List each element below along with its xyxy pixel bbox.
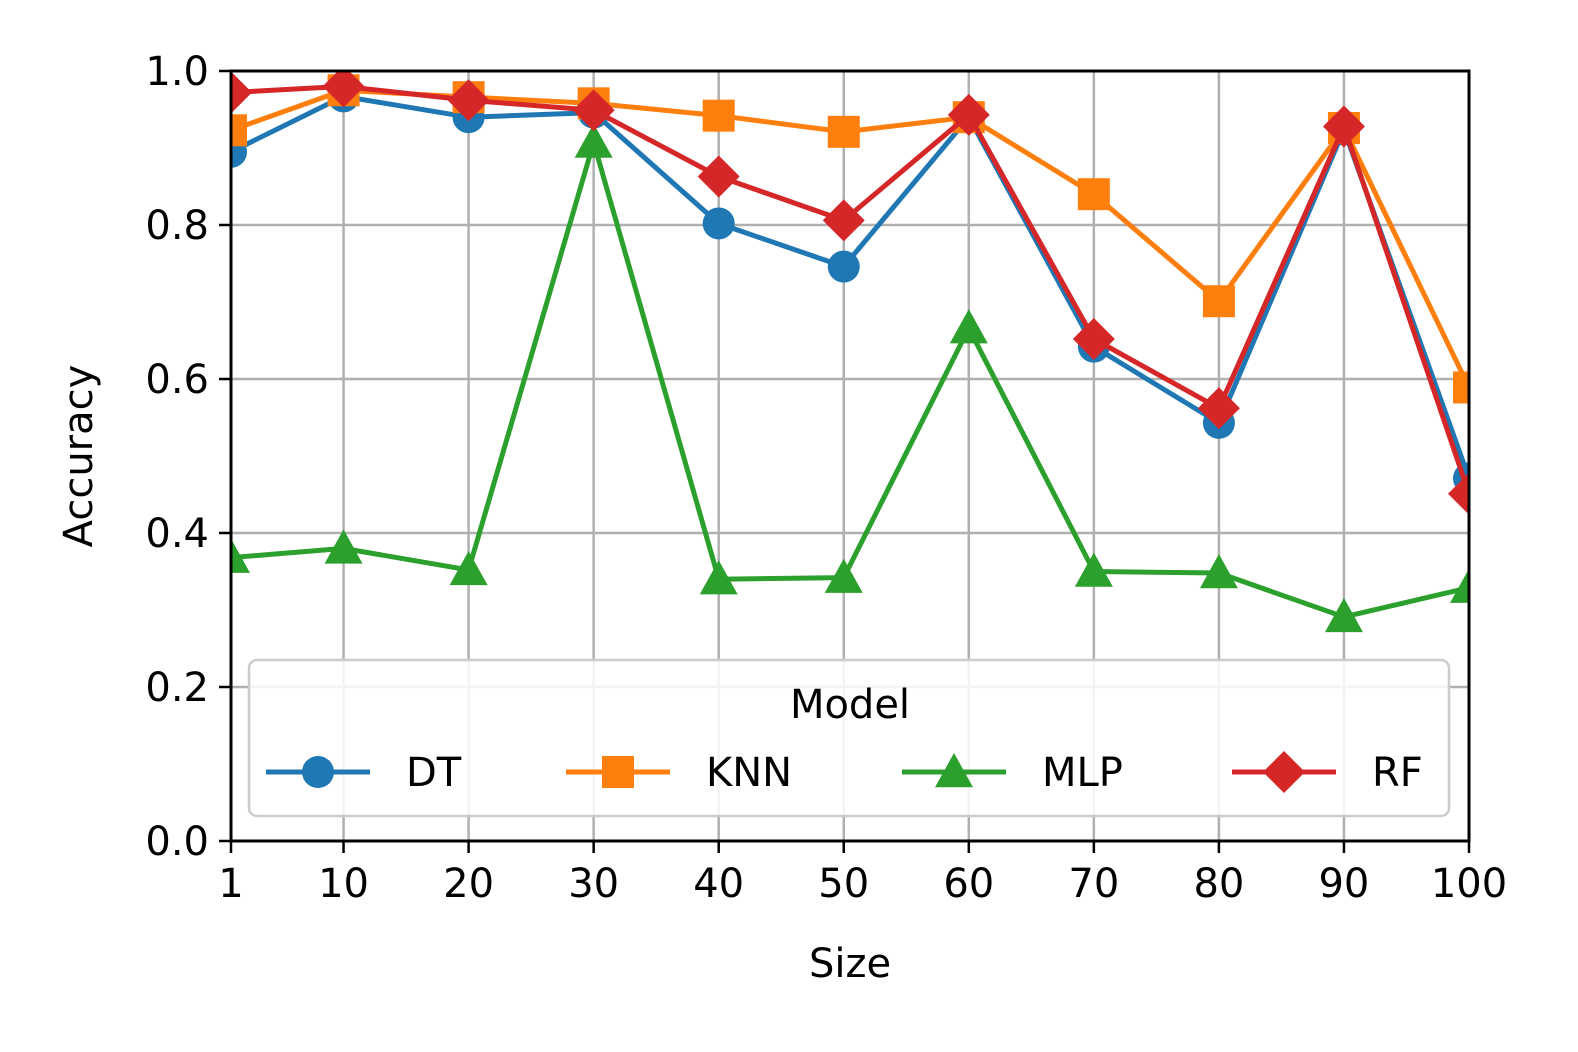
- y-tick-label: 0.2: [145, 665, 209, 711]
- x-tick-label: 80: [1193, 861, 1244, 907]
- data-point-knn: [702, 99, 735, 132]
- data-point-knn: [1453, 371, 1469, 404]
- legend-item-mlp: MLP: [902, 750, 1123, 796]
- legend-label: MLP: [1042, 750, 1123, 796]
- legend-marker-triangle: [935, 753, 973, 788]
- data-point-mlp: [1074, 552, 1113, 587]
- data-point-knn: [231, 114, 247, 147]
- series-mlp: [231, 123, 1469, 633]
- data-point-mlp: [231, 538, 250, 573]
- data-point-rf: [1072, 317, 1115, 360]
- y-tick-label: 1.0: [145, 49, 209, 95]
- y-tick-label: 0.8: [145, 203, 209, 249]
- legend-marker-square: [602, 756, 634, 788]
- data-point-knn: [1202, 285, 1235, 318]
- data-point-mlp: [1199, 554, 1238, 589]
- data-point-rf: [322, 71, 365, 108]
- data-point-mlp: [699, 560, 738, 595]
- x-tick-label: 20: [443, 861, 494, 907]
- x-axis-label: Size: [809, 941, 891, 987]
- legend-marker-diamond: [1263, 751, 1305, 793]
- legend-title: Model: [790, 682, 910, 728]
- x-tick-label: 40: [693, 861, 744, 907]
- data-point-rf: [1448, 472, 1469, 515]
- y-tick-label: 0.6: [145, 357, 209, 403]
- data-point-knn: [827, 115, 860, 148]
- data-point-rf: [447, 79, 490, 122]
- data-point-knn: [1077, 178, 1110, 211]
- data-point-mlp: [574, 123, 613, 158]
- x-tick-label: 100: [1431, 861, 1507, 907]
- data-point-rf: [1322, 105, 1365, 148]
- legend-label: DT: [406, 750, 462, 796]
- x-tick-label: 30: [568, 861, 619, 907]
- x-tick-label: 60: [943, 861, 994, 907]
- data-point-rf: [947, 93, 990, 136]
- data-point-rf: [822, 199, 865, 242]
- legend-item-knn: KNN: [566, 750, 792, 796]
- data-point-dt: [702, 207, 735, 240]
- x-tick-label: 70: [1068, 861, 1119, 907]
- x-tick-label: 1: [218, 861, 243, 907]
- data-point-dt: [827, 250, 860, 283]
- legend-label: KNN: [706, 750, 792, 796]
- series-rf: [231, 71, 1469, 515]
- plot-frame: [229, 69, 1471, 843]
- data-point-mlp: [1324, 597, 1363, 633]
- data-point-rf: [697, 155, 740, 198]
- y-tick-label: 0.4: [145, 511, 209, 557]
- legend-box: [247, 658, 1451, 818]
- legend-item-rf: RF: [1232, 750, 1423, 796]
- x-tick-label: 10: [318, 861, 369, 907]
- x-tick-label: 90: [1318, 861, 1369, 907]
- data-point-mlp: [324, 529, 363, 564]
- legend-marker-circle: [302, 756, 334, 788]
- x-tick-label: 50: [818, 861, 869, 907]
- legend-label: RF: [1372, 750, 1423, 796]
- data-point-mlp: [949, 309, 988, 344]
- axis-ticks: 1 10 20 30 40 50 60 70 80 90 100 0.0 0.2 0.4 0.6 0.8 1.0: [145, 49, 1507, 907]
- y-tick-label: 0.0: [145, 819, 209, 865]
- plot-series: [231, 71, 1469, 633]
- data-point-rf: [231, 71, 252, 114]
- y-axis-label: Accuracy: [56, 365, 102, 548]
- data-point-rf: [1197, 387, 1240, 430]
- data-point-mlp: [449, 550, 488, 586]
- legend: Model DT KNN MLP RF: [247, 658, 1451, 818]
- data-point-mlp: [824, 558, 863, 593]
- legend-item-dt: DT: [266, 750, 462, 796]
- data-point-rf: [572, 89, 615, 132]
- data-point-mlp: [1450, 568, 1469, 603]
